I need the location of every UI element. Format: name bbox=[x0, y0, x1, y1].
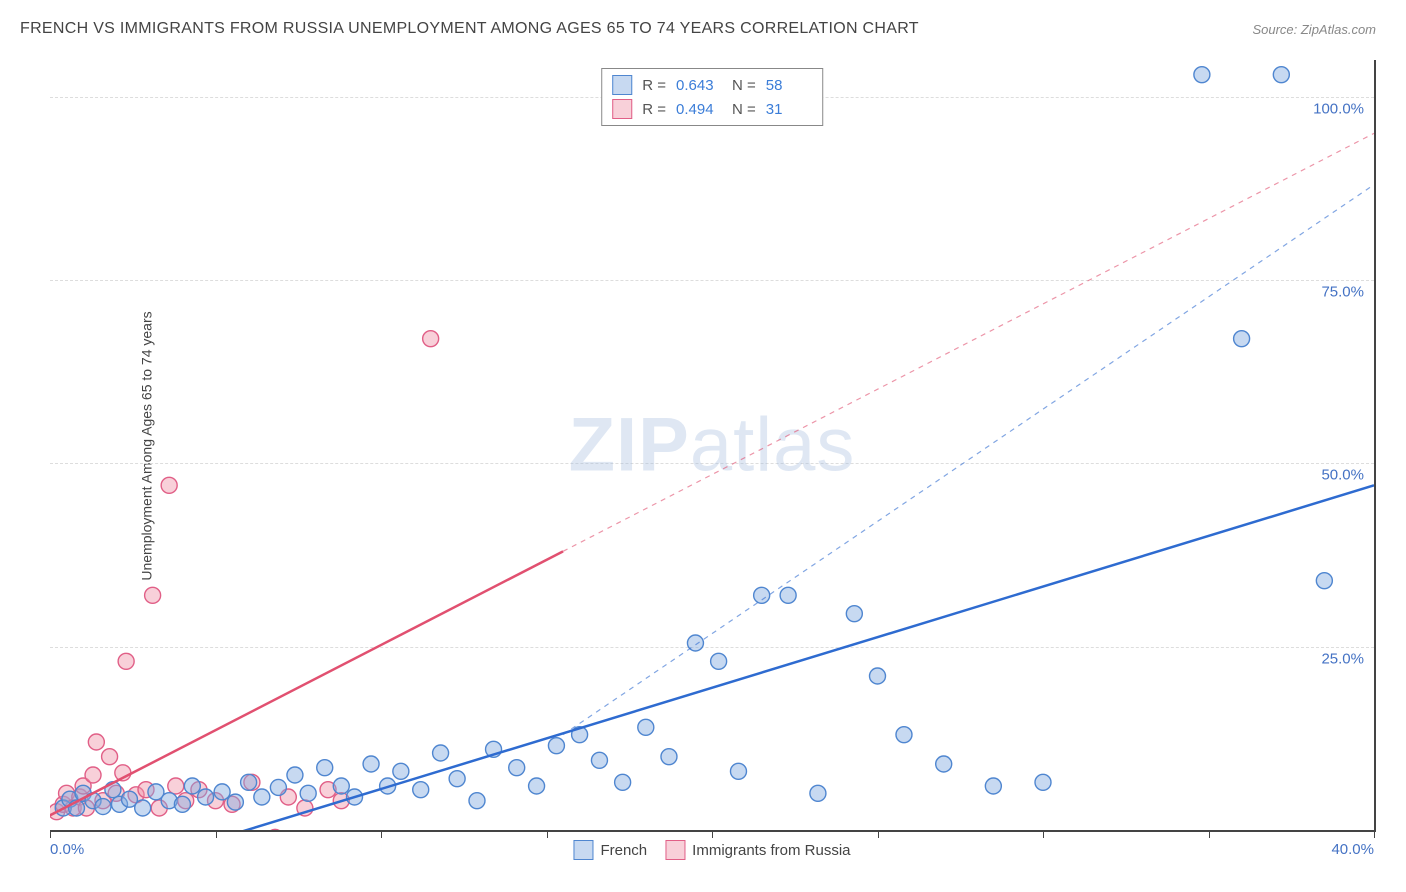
data-point-french bbox=[287, 767, 303, 783]
data-point-french bbox=[711, 653, 727, 669]
x-tick bbox=[381, 830, 382, 838]
data-point-french bbox=[846, 606, 862, 622]
data-point-french bbox=[300, 785, 316, 801]
data-point-immigrants-from-russia bbox=[168, 778, 184, 794]
data-point-french bbox=[1273, 67, 1289, 83]
data-point-french bbox=[754, 587, 770, 603]
source-attribution: Source: ZipAtlas.com bbox=[1252, 22, 1376, 37]
data-point-french bbox=[254, 789, 270, 805]
data-point-french bbox=[896, 727, 912, 743]
trend-line bbox=[199, 485, 1374, 830]
data-point-immigrants-from-russia bbox=[161, 477, 177, 493]
data-point-immigrants-from-russia bbox=[145, 587, 161, 603]
data-point-french bbox=[214, 784, 230, 800]
legend-label-french: French bbox=[600, 842, 647, 859]
data-point-french bbox=[227, 794, 243, 810]
x-tick-label-first: 0.0% bbox=[50, 841, 84, 858]
data-point-french bbox=[393, 763, 409, 779]
data-point-french bbox=[730, 763, 746, 779]
data-point-french bbox=[270, 779, 286, 795]
data-point-french bbox=[241, 774, 257, 790]
r-value-russia: 0.494 bbox=[676, 101, 722, 118]
data-point-french bbox=[95, 799, 111, 815]
data-point-french bbox=[198, 789, 214, 805]
data-point-french bbox=[363, 756, 379, 772]
data-point-immigrants-from-russia bbox=[102, 749, 118, 765]
swatch-french-icon bbox=[573, 840, 593, 860]
x-tick bbox=[216, 830, 217, 838]
swatch-russia-icon bbox=[665, 840, 685, 860]
data-point-french bbox=[870, 668, 886, 684]
data-point-french bbox=[1035, 774, 1051, 790]
trend-line-dashed bbox=[563, 185, 1374, 735]
data-point-french bbox=[469, 793, 485, 809]
data-point-immigrants-from-russia bbox=[423, 331, 439, 347]
data-point-french bbox=[509, 760, 525, 776]
data-point-french bbox=[317, 760, 333, 776]
data-point-french bbox=[810, 785, 826, 801]
data-point-french bbox=[985, 778, 1001, 794]
data-point-french bbox=[1194, 67, 1210, 83]
x-tick bbox=[878, 830, 879, 838]
data-point-french bbox=[174, 796, 190, 812]
r-value-french: 0.643 bbox=[676, 77, 722, 94]
data-point-french bbox=[529, 778, 545, 794]
x-tick bbox=[1209, 830, 1210, 838]
swatch-french bbox=[612, 75, 632, 95]
correlation-legend: R = 0.643 N = 58 R = 0.494 N = 31 bbox=[601, 68, 823, 126]
data-point-immigrants-from-russia bbox=[267, 829, 283, 830]
data-point-french bbox=[1316, 573, 1332, 589]
data-point-french bbox=[184, 778, 200, 794]
x-tick-label-last: 40.0% bbox=[1331, 841, 1374, 858]
legend-row-russia: R = 0.494 N = 31 bbox=[612, 97, 812, 121]
x-tick bbox=[1374, 830, 1375, 838]
data-point-immigrants-from-russia bbox=[85, 767, 101, 783]
x-tick bbox=[547, 830, 548, 838]
n-value-russia: 31 bbox=[766, 101, 812, 118]
data-point-french bbox=[591, 752, 607, 768]
n-label: N = bbox=[732, 77, 756, 94]
data-point-immigrants-from-russia bbox=[118, 653, 134, 669]
data-point-french bbox=[548, 738, 564, 754]
trend-line-dashed bbox=[563, 133, 1374, 551]
n-value-french: 58 bbox=[766, 77, 812, 94]
data-point-french bbox=[661, 749, 677, 765]
data-point-french bbox=[638, 719, 654, 735]
r-label: R = bbox=[642, 77, 666, 94]
series-legend: French Immigrants from Russia bbox=[573, 840, 850, 860]
trend-line bbox=[50, 551, 563, 815]
data-point-french bbox=[333, 778, 349, 794]
x-tick bbox=[712, 830, 713, 838]
legend-item-russia: Immigrants from Russia bbox=[665, 840, 850, 860]
plot-area: ZIPatlas R = 0.643 N = 58 R = 0.494 N = … bbox=[50, 60, 1376, 832]
data-point-french bbox=[615, 774, 631, 790]
x-tick bbox=[50, 830, 51, 838]
swatch-russia bbox=[612, 99, 632, 119]
legend-item-french: French bbox=[573, 840, 647, 860]
legend-label-russia: Immigrants from Russia bbox=[692, 842, 850, 859]
data-point-immigrants-from-russia bbox=[88, 734, 104, 750]
x-tick bbox=[1043, 830, 1044, 838]
data-point-french bbox=[135, 800, 151, 816]
scatter-svg bbox=[50, 60, 1374, 830]
data-point-french bbox=[1234, 331, 1250, 347]
data-point-french bbox=[413, 782, 429, 798]
data-point-french bbox=[433, 745, 449, 761]
chart-title: FRENCH VS IMMIGRANTS FROM RUSSIA UNEMPLO… bbox=[20, 20, 919, 38]
data-point-french bbox=[449, 771, 465, 787]
r-label: R = bbox=[642, 101, 666, 118]
n-label: N = bbox=[732, 101, 756, 118]
legend-row-french: R = 0.643 N = 58 bbox=[612, 73, 812, 97]
data-point-french bbox=[780, 587, 796, 603]
data-point-french bbox=[936, 756, 952, 772]
